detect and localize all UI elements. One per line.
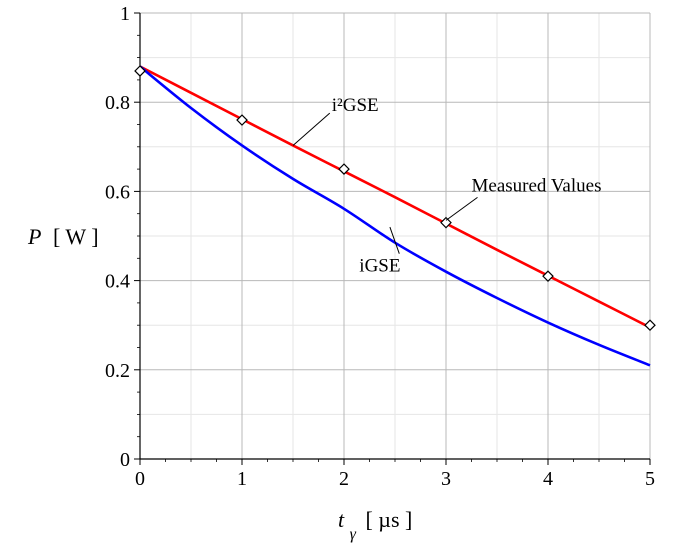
data-point — [542, 270, 554, 282]
x-tick-label: 4 — [543, 468, 553, 490]
x-axis-var: t — [338, 507, 345, 532]
data-point — [644, 319, 656, 332]
data-point — [236, 114, 248, 126]
axes: 0 1 2 3 4 5 0 0.2 0.4 0.6 0.8 1 — [105, 3, 655, 490]
data-point — [440, 216, 452, 229]
axis-labels: P [ W ] t γ [ µs ] — [27, 224, 412, 544]
x-tick-label: 0 — [135, 468, 145, 490]
y-axis-label: P [ W ] — [27, 224, 99, 249]
y-tick-label: 0.6 — [105, 181, 130, 203]
data-point — [338, 163, 350, 175]
data-point — [134, 65, 146, 77]
annotation-label-1: Measured Values — [472, 175, 602, 196]
x-tick-label: 1 — [237, 468, 247, 490]
annotation-leader-0 — [292, 112, 331, 146]
y-tick-label: 1 — [120, 3, 130, 25]
annotation-leader-1 — [445, 196, 478, 221]
y-axis-var: P — [27, 224, 41, 249]
series-line-0 — [139, 65, 651, 329]
x-tick-label: 5 — [645, 468, 655, 490]
annotation-label-0: i²GSE — [332, 95, 379, 116]
annotation-label-2: iGSE — [359, 256, 400, 277]
y-axis-unit: [ W ] — [53, 224, 99, 249]
x-tick-label: 3 — [441, 468, 451, 490]
x-tick-label: 2 — [339, 468, 349, 490]
annotations-layer: i²GSE Measured Values iGSE — [292, 95, 602, 277]
x-axis-sub: γ — [350, 526, 357, 543]
grid — [140, 12, 651, 459]
y-tick-label: 0.4 — [105, 271, 130, 293]
y-tick-label: 0 — [120, 449, 130, 471]
x-axis-label: t γ [ µs ] — [338, 507, 412, 544]
x-axis-unit: [ µs ] — [365, 507, 412, 532]
annotation-leader-2 — [389, 226, 400, 254]
y-tick-label: 0.2 — [105, 360, 130, 382]
y-tick-label: 0.8 — [105, 92, 130, 114]
